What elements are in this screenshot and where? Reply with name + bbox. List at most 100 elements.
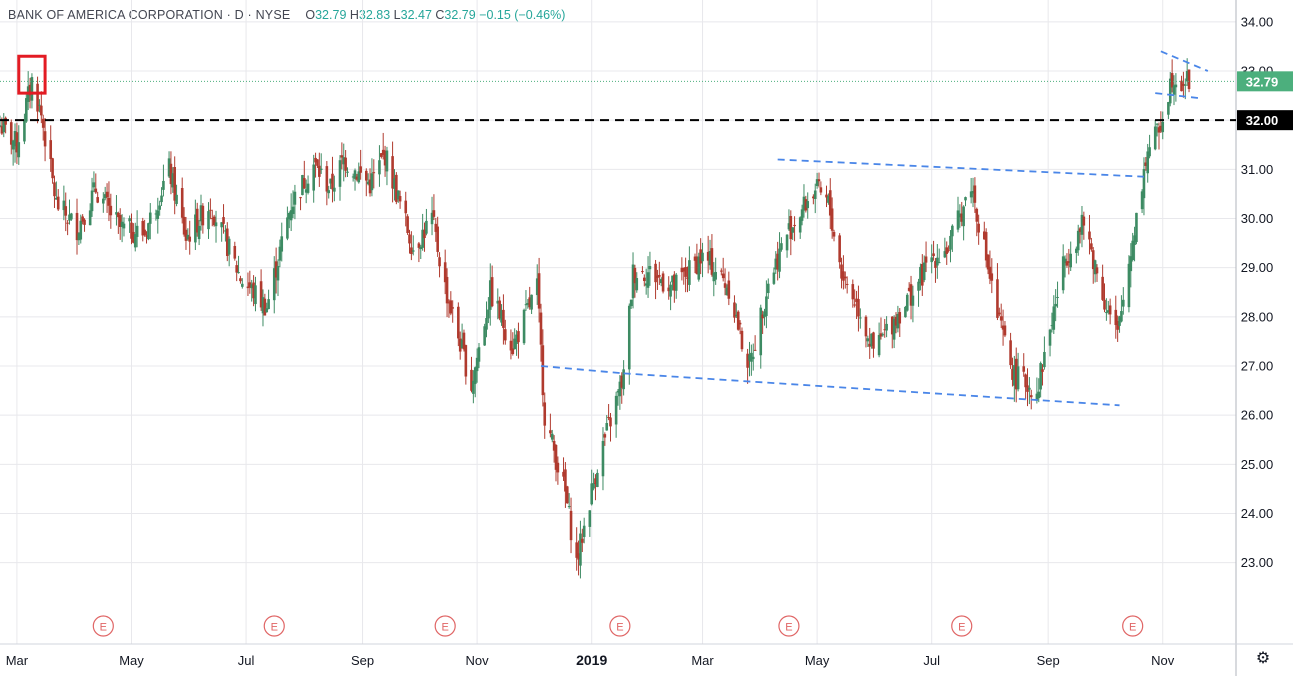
candle-body: [246, 286, 250, 289]
candle-body: [81, 216, 84, 222]
candle-body: [924, 256, 928, 263]
candle-body: [524, 304, 528, 306]
y-tick-label: 34.00: [1241, 14, 1274, 29]
candle-body: [154, 213, 158, 215]
x-tick-label: Nov: [1151, 653, 1175, 668]
candle-body: [314, 157, 317, 163]
candle-body: [1159, 125, 1163, 131]
candle-body: [793, 224, 796, 227]
candle-body: [1185, 70, 1189, 82]
candle-body: [329, 178, 332, 184]
candle-body: [423, 229, 426, 239]
candle-body: [487, 309, 490, 319]
candle-body: [937, 262, 941, 264]
candle-body: [1076, 230, 1080, 251]
candle-body: [661, 273, 665, 292]
candle-body: [1001, 325, 1005, 330]
highlight-box: [17, 54, 47, 95]
candle-body: [331, 173, 334, 190]
candle-body: [212, 216, 216, 226]
earnings-marker-label: E: [100, 622, 107, 634]
candle-body: [635, 278, 639, 291]
candle-body: [528, 297, 532, 308]
candle-body: [642, 277, 646, 281]
candle-body: [357, 171, 361, 183]
candle-body: [688, 260, 691, 285]
candle-body: [857, 299, 860, 317]
candle-body: [601, 440, 605, 477]
candle-body: [250, 284, 254, 289]
candle-body: [1174, 84, 1178, 88]
candle-body: [372, 172, 376, 174]
candle-body: [1056, 296, 1059, 298]
candle-body: [1105, 312, 1108, 314]
candle-body: [158, 205, 161, 210]
candle-body: [1146, 151, 1150, 174]
trendline: [1155, 92, 1199, 99]
candle-body: [1153, 126, 1157, 150]
candle-body: [877, 334, 881, 356]
candle-body: [1167, 102, 1170, 115]
candle-body: [853, 304, 856, 306]
candle-body: [567, 506, 571, 508]
x-tick-label: 2019: [576, 652, 607, 668]
candle-body: [1127, 263, 1131, 308]
candle-body: [522, 309, 526, 344]
earnings-marker-label: E: [271, 622, 278, 634]
candle-body: [765, 296, 768, 317]
candle-body: [287, 212, 291, 220]
gear-icon[interactable]: ⚙: [1255, 650, 1271, 667]
candle-body: [654, 263, 657, 283]
candle-body: [280, 236, 284, 252]
candle-body: [346, 171, 349, 173]
candle-body: [648, 266, 652, 270]
candle-body: [443, 262, 447, 283]
candle-body: [1013, 365, 1016, 386]
trendline: [540, 365, 624, 375]
candle-body: [582, 525, 586, 538]
candle-body: [539, 312, 543, 345]
candle-body: [934, 261, 937, 268]
candle-body: [214, 222, 218, 227]
support-price-label: 32.00: [1246, 113, 1279, 128]
candle-body: [943, 251, 947, 258]
candle-body: [988, 266, 992, 279]
candle-body: [996, 279, 999, 318]
candle-body: [725, 287, 729, 296]
candle-body: [905, 294, 909, 311]
candle-body: [1022, 366, 1026, 372]
candle-body: [115, 212, 118, 215]
candle-body: [68, 214, 71, 221]
candle-body: [430, 212, 434, 225]
candle-body: [565, 486, 569, 504]
candle-body: [70, 213, 73, 220]
candle-body: [806, 201, 810, 209]
candle-body: [603, 434, 607, 438]
x-tick-label: May: [805, 653, 830, 668]
candle-body: [890, 316, 894, 335]
candle-body: [990, 273, 994, 281]
candle-body: [763, 311, 766, 318]
candle-body: [791, 227, 794, 233]
candle-body: [333, 187, 336, 192]
candle-body: [77, 233, 81, 241]
candle-body: [556, 462, 560, 473]
candle-body: [896, 314, 900, 329]
candle-body: [751, 356, 755, 360]
candle-body: [224, 230, 227, 232]
earnings-marker-label: E: [442, 622, 449, 634]
y-tick-label: 24.00: [1241, 506, 1274, 521]
candle-body: [381, 149, 385, 155]
y-tick-label: 28.00: [1241, 309, 1274, 324]
candle-body: [1155, 123, 1159, 125]
candle-body: [380, 153, 383, 157]
candle-body: [368, 179, 372, 194]
candle-body: [554, 444, 558, 470]
candle-body: [898, 312, 902, 324]
candle-body: [958, 213, 962, 218]
candle-body: [712, 272, 716, 282]
candle-body: [254, 285, 257, 305]
candle-body: [462, 332, 466, 350]
candle-body: [956, 210, 960, 230]
